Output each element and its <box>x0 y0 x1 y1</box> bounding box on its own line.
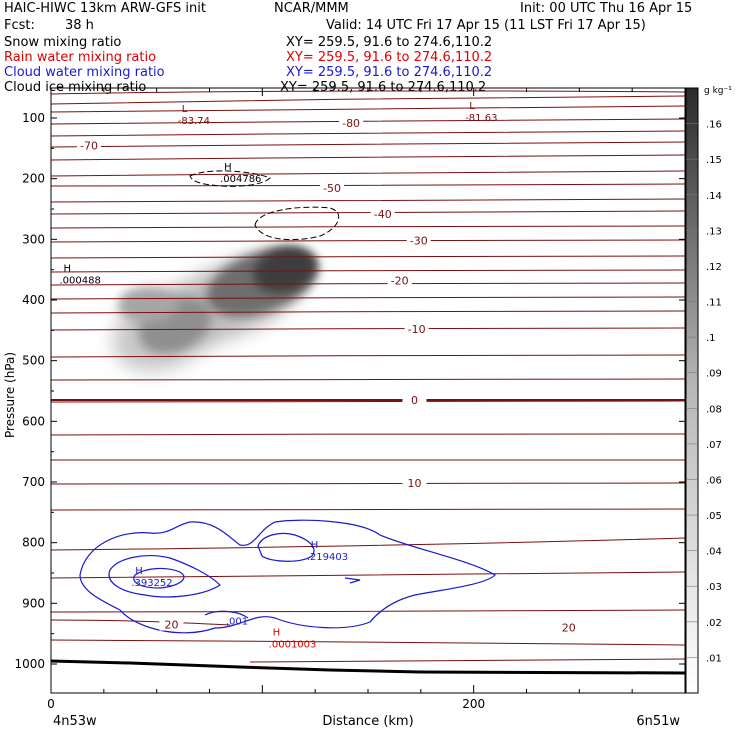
extremum-value: .393252 <box>131 578 172 589</box>
colorbar-unit: g kg⁻¹ <box>704 86 732 96</box>
plot-frame <box>50 87 686 694</box>
x-axis-label: Distance (km) <box>322 714 413 729</box>
isotherms <box>50 90 686 663</box>
colorbar-tick-label: .05 <box>706 511 722 522</box>
y-tick-label: 800 <box>22 536 45 550</box>
init-time: Init: 00 UTC Thu 16 Apr 15 <box>520 1 693 16</box>
contour-label: .001 <box>226 616 248 627</box>
extremum-symbol: H <box>311 540 319 551</box>
temp-label-bg <box>370 206 395 220</box>
extremum-symbol: H <box>63 264 71 275</box>
right-endpoint: 6n51w <box>636 714 680 729</box>
temperature-label: 20 <box>562 622 576 635</box>
extremum-symbol: H <box>135 566 143 577</box>
extremum-value: -81.63 <box>465 113 497 124</box>
colorbar-tick-label: .11 <box>706 298 722 309</box>
temp-label-bg <box>77 138 102 152</box>
y-tick-label: 1000 <box>14 657 45 671</box>
temperature-label: -30 <box>410 235 428 248</box>
temp-label-bg <box>404 322 429 336</box>
temperature-label: 0 <box>411 394 418 407</box>
temperature-label: -10 <box>408 323 426 336</box>
cloud-water-contours <box>79 519 496 634</box>
temp-label-bg <box>402 393 427 407</box>
colorbar-tick-label: .08 <box>706 404 722 415</box>
temp-label-bg <box>159 617 184 631</box>
x-tick-label: 0 <box>47 697 55 711</box>
cloud-ice-contours <box>189 170 340 241</box>
field-snow-name: Snow mixing ratio <box>4 35 122 50</box>
x-tick-label: 200 <box>462 697 485 711</box>
colorbar-tick-label: .02 <box>706 618 722 629</box>
colorbar-tick-label: .15 <box>706 155 722 166</box>
temp-label-bg <box>556 620 581 634</box>
colorbar-tick-label: .13 <box>706 226 722 237</box>
temperature-label: -50 <box>323 182 341 195</box>
temp-label-bg <box>387 273 412 287</box>
extremum-symbol: L <box>469 101 475 112</box>
temperature-label: 10 <box>407 477 421 490</box>
temperature-label: -20 <box>391 275 409 288</box>
snow-shading <box>112 247 318 372</box>
temperature-label: 20 <box>164 619 178 632</box>
y-tick-label: 500 <box>22 354 45 368</box>
extremum-symbol: H <box>273 628 281 639</box>
colorbar-tick-label: .01 <box>706 653 722 664</box>
y-tick-label: 200 <box>22 172 45 186</box>
field-cloud-water-name: Cloud water mixing ratio <box>4 65 165 80</box>
forecast-label: Fcst: <box>4 18 35 33</box>
colorbar-tick-label: .04 <box>706 547 722 558</box>
field-rain-xy: XY= 259.5, 91.6 to 274.6,110.2 <box>286 50 493 65</box>
extremum-symbol: H <box>224 162 232 173</box>
colorbar: .01 .02 .03 .04 .05 .06 .07 .08 .09 .1 .11 .12 .13 .1… <box>685 87 722 694</box>
y-axis-label: Pressure (hPa) <box>3 352 17 438</box>
extremum-value: .000488 <box>59 276 100 287</box>
colorbar-tick-label: .03 <box>706 582 722 593</box>
y-tick-label: 300 <box>22 232 45 246</box>
colorbar-tick-label: .06 <box>706 475 722 486</box>
valid-time: Valid: 14 UTC Fri 17 Apr 15 (11 LST Fri … <box>326 18 646 33</box>
field-rain-name: Rain water mixing ratio <box>4 50 157 65</box>
y-tick-label: 900 <box>22 596 45 610</box>
field-cloud-water-xy: XY= 259.5, 91.6 to 274.6,110.2 <box>286 65 493 80</box>
colorbar-tick-label: .14 <box>706 191 722 202</box>
temperature-label: -40 <box>374 208 392 221</box>
y-tick-label: 400 <box>22 293 45 307</box>
plot-title: HAIC-HIWC 13km ARW-GFS init <box>4 1 206 16</box>
colorbar-tick-label: .07 <box>706 440 722 451</box>
terrain-line <box>50 659 686 675</box>
temp-label-bg <box>406 233 431 247</box>
colorbar-tick-label: .16 <box>706 120 722 131</box>
extremum-value: -83.74 <box>178 116 210 127</box>
forecast-hour: 38 h <box>65 18 94 33</box>
temp-label-bg <box>339 115 364 129</box>
field-snow-xy: XY= 259.5, 91.6 to 274.6,110.2 <box>286 35 493 50</box>
y-tick-label: 700 <box>22 475 45 489</box>
colorbar-tick-label: .1 <box>706 333 716 344</box>
extremum-value: .219403 <box>307 552 348 563</box>
temp-label-bg <box>320 180 345 194</box>
extremum-value: .0001003 <box>269 640 317 651</box>
y-tick-label: 600 <box>22 414 45 428</box>
colorbar-tick-label: .12 <box>706 262 722 273</box>
left-endpoint: 4n53w <box>53 714 97 729</box>
temperature-label: -70 <box>80 139 98 152</box>
colorbar-tick-label: .09 <box>706 369 722 380</box>
y-tick-label: 100 <box>22 111 45 125</box>
organization: NCAR/MMM <box>274 1 349 16</box>
extremum-value: .004786 <box>220 174 261 185</box>
extremum-symbol: L <box>182 104 188 115</box>
temperature-label: -80 <box>342 117 360 130</box>
temp-label-bg <box>402 476 427 490</box>
